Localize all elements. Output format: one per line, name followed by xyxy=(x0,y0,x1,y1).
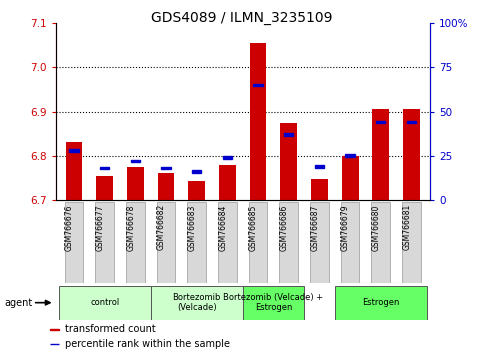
Bar xyxy=(127,167,144,200)
Text: GSM766677: GSM766677 xyxy=(96,204,105,251)
Text: GSM766678: GSM766678 xyxy=(127,204,135,251)
Text: GSM766679: GSM766679 xyxy=(341,204,350,251)
Text: percentile rank within the sample: percentile rank within the sample xyxy=(65,339,230,349)
Text: GSM766683: GSM766683 xyxy=(188,204,197,251)
Bar xyxy=(407,121,416,124)
Bar xyxy=(403,109,420,200)
Bar xyxy=(95,202,114,283)
Bar xyxy=(345,154,355,157)
Bar xyxy=(371,202,390,283)
Bar xyxy=(96,176,113,200)
Text: GSM766681: GSM766681 xyxy=(402,204,412,251)
Bar xyxy=(310,202,329,283)
Text: GSM766685: GSM766685 xyxy=(249,204,258,251)
Bar xyxy=(254,84,263,86)
Bar xyxy=(58,286,151,320)
Bar xyxy=(280,122,297,200)
Text: Estrogen: Estrogen xyxy=(362,298,399,307)
Text: Bortezomib
(Velcade): Bortezomib (Velcade) xyxy=(172,293,221,312)
Bar xyxy=(335,286,427,320)
Text: GSM766686: GSM766686 xyxy=(280,204,289,251)
Bar xyxy=(187,202,206,283)
Bar xyxy=(188,181,205,200)
Bar xyxy=(126,202,145,283)
Bar xyxy=(402,202,421,283)
Bar xyxy=(70,149,79,152)
Text: agent: agent xyxy=(5,298,33,308)
Bar xyxy=(250,43,267,200)
Bar xyxy=(315,165,324,168)
Text: GSM766687: GSM766687 xyxy=(311,204,319,251)
Bar xyxy=(65,202,83,283)
Text: transformed count: transformed count xyxy=(65,324,156,334)
Bar xyxy=(161,167,170,170)
Bar xyxy=(243,286,304,320)
Bar xyxy=(341,156,358,200)
Text: Bortezomib (Velcade) +
Estrogen: Bortezomib (Velcade) + Estrogen xyxy=(223,293,324,312)
Bar xyxy=(131,160,140,162)
Text: GSM766684: GSM766684 xyxy=(218,204,227,251)
Bar xyxy=(50,329,59,330)
Text: GSM766676: GSM766676 xyxy=(65,204,74,251)
Bar xyxy=(157,173,174,200)
Bar xyxy=(156,202,175,283)
Bar xyxy=(66,143,83,200)
Bar xyxy=(223,156,232,159)
Text: control: control xyxy=(90,298,119,307)
Text: GDS4089 / ILMN_3235109: GDS4089 / ILMN_3235109 xyxy=(151,11,332,25)
Bar xyxy=(249,202,268,283)
Text: GSM766682: GSM766682 xyxy=(157,204,166,251)
Bar xyxy=(151,286,243,320)
Bar xyxy=(341,202,359,283)
Bar xyxy=(192,170,201,173)
Bar xyxy=(284,133,293,136)
Bar xyxy=(218,202,237,283)
Bar xyxy=(376,121,385,124)
Bar xyxy=(100,167,109,170)
Bar xyxy=(311,179,328,200)
Text: GSM766680: GSM766680 xyxy=(372,204,381,251)
Bar xyxy=(219,165,236,200)
Bar xyxy=(279,202,298,283)
Bar xyxy=(372,109,389,200)
